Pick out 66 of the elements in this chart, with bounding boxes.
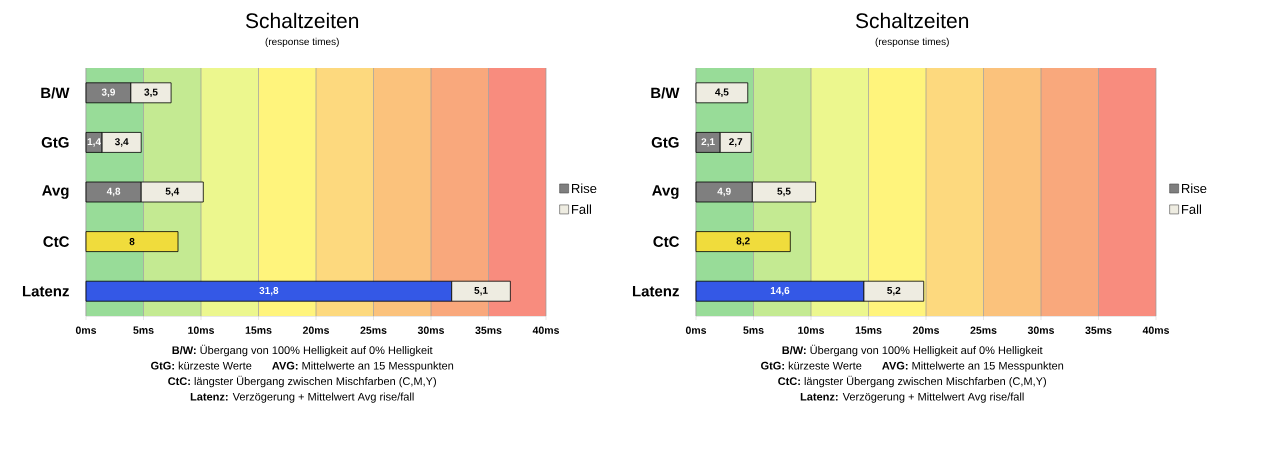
- data-label: 2,7: [729, 138, 743, 147]
- text: Latenz: Verzögerung + Mittelwert Avg rise/fall: [800, 392, 1024, 403]
- data-label: 8: [129, 238, 135, 246]
- x-tick-label: 0ms: [75, 326, 97, 334]
- data-label: 3,5: [144, 88, 158, 98]
- x-tick-label: 15ms: [245, 326, 272, 334]
- text: AVG: Mittelwerte an 15 Messpunkten: [272, 361, 454, 372]
- x-tick-label: 35ms: [475, 326, 502, 334]
- chart-subtitle: (response times): [875, 37, 949, 48]
- data-label: 14,6: [770, 286, 790, 296]
- bar: [695, 231, 791, 253]
- x-tick-label: 5ms: [743, 326, 764, 334]
- y-tick-label: B/W: [651, 87, 680, 99]
- legend-label: Rise: [1182, 183, 1207, 194]
- x-tick-label: 20ms: [912, 326, 939, 334]
- legend-label: Fall: [571, 204, 592, 214]
- x-tick-label: 5ms: [133, 326, 154, 334]
- x-tick-label: 30ms: [417, 326, 444, 334]
- data-label: 4,9: [717, 187, 731, 197]
- data-label: 31,8: [259, 286, 279, 296]
- y-tick-label: Avg: [652, 185, 679, 199]
- chart-subtitle: (response times): [265, 37, 339, 48]
- text: B/W: Übergang von 100% Helligkeit auf 0% Helligkeit: [172, 344, 433, 357]
- legend-label: Rise: [571, 183, 597, 194]
- x-tick-label: 20ms: [302, 326, 329, 334]
- y-tick-label: GtG: [651, 137, 679, 148]
- x-tick-label: 40ms: [1142, 326, 1169, 334]
- x-tick-label: 10ms: [188, 326, 214, 334]
- y-tick-label: Latenz: [632, 285, 679, 297]
- x-tick-label: 25ms: [970, 326, 997, 334]
- data-label: 5,4: [165, 187, 180, 197]
- y-tick-label: CtC: [653, 236, 680, 247]
- text: GtG: kürzeste Werte: [761, 361, 862, 370]
- x-tick-label: 40ms: [532, 326, 559, 334]
- bar: [695, 82, 749, 104]
- data-label: 3,4: [114, 138, 129, 147]
- text: AVG: Mittelwerte an 15 Messpunkten: [882, 361, 1064, 372]
- chart-title: Schaltzeiten: [855, 12, 969, 29]
- data-label: 3,9: [101, 88, 116, 98]
- y-tick-label: Avg: [42, 185, 69, 199]
- data-label: 4,5: [715, 88, 729, 98]
- y-tick-label: GtG: [41, 137, 69, 148]
- chart-title: Schaltzeiten: [245, 12, 359, 29]
- y-tick-label: Latenz: [22, 285, 69, 297]
- x-tick-label: 25ms: [360, 326, 387, 334]
- y-tick-label: CtC: [43, 236, 70, 247]
- data-label: 8,2: [736, 237, 750, 246]
- x-tick-label: 15ms: [855, 326, 882, 334]
- data-label: 5,2: [887, 286, 901, 296]
- x-tick-label: 35ms: [1085, 326, 1112, 334]
- text: CtC: längster Übergang zwischen Mischfarben (C,M,Y): [778, 375, 1046, 388]
- data-label: 4,8: [106, 187, 121, 197]
- x-tick-label: 30ms: [1027, 326, 1054, 334]
- legend-label: Fall: [1182, 204, 1202, 214]
- x-tick-label: 0ms: [685, 326, 707, 334]
- text: CtC: längster Übergang zwischen Mischfarben (C,M,Y): [168, 375, 436, 388]
- data-label: 2,1: [701, 138, 715, 147]
- y-tick-label: B/W: [41, 87, 70, 99]
- data-label: 1,4: [87, 138, 101, 147]
- data-label: 5,1: [474, 286, 488, 296]
- bar: [85, 231, 179, 253]
- data-label: 5,5: [777, 187, 791, 197]
- text: Latenz: Verzögerung + Mittelwert Avg rise/fall: [190, 392, 414, 403]
- text: B/W: Übergang von 100% Helligkeit auf 0% Helligkeit: [782, 344, 1043, 357]
- text: GtG: kürzeste Werte: [151, 361, 252, 370]
- x-tick-label: 10ms: [798, 326, 824, 334]
